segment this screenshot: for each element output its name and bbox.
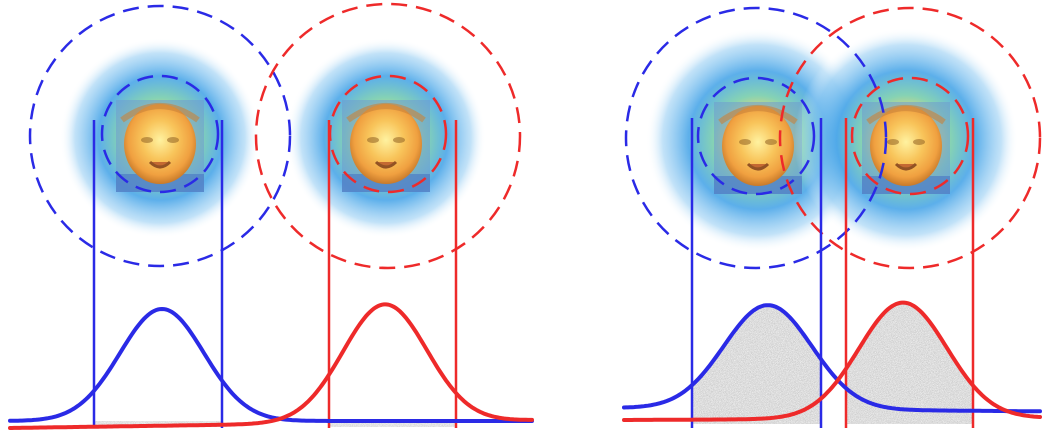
panel-separated xyxy=(8,2,534,430)
left-inner-dashed-circle-2 xyxy=(696,76,816,196)
right-tail-shade xyxy=(330,421,456,427)
left-outer-dashed-circle-2 xyxy=(624,6,888,270)
left-shaded-tail xyxy=(692,305,822,424)
right-outer-dashed-circle xyxy=(254,2,522,270)
left-blob-2-face-icon xyxy=(714,102,802,194)
right-gaussian-curve xyxy=(8,302,534,430)
right-gaussian-curve-2 xyxy=(622,300,1042,422)
right-shaded-tail xyxy=(846,304,972,424)
left-gaussian-curve xyxy=(8,306,534,423)
right-inner-dashed-circle-2 xyxy=(850,76,970,196)
right-outer-dashed-circle-2 xyxy=(778,6,1042,270)
left-blob-face-icon xyxy=(116,100,204,192)
left-outer-dashed-circle xyxy=(28,4,292,268)
right-blob-face-icon xyxy=(342,100,430,192)
left-inner-dashed-circle xyxy=(100,74,220,194)
right-blob-2-face-icon xyxy=(862,102,950,194)
panel-overlapping xyxy=(622,6,1042,428)
left-gaussian-curve-2 xyxy=(622,303,1042,414)
